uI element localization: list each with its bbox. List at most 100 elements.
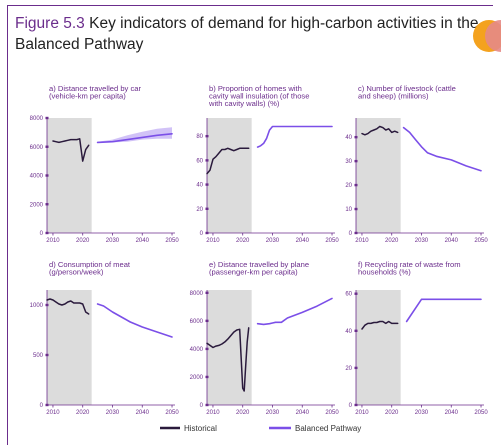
chart-panel-1: a) Distance travelled by car(vehicle-km …: [30, 84, 180, 244]
x-tick-label: 2040: [445, 238, 459, 244]
x-tick-label: 2010: [206, 238, 220, 244]
y-tick-label: 0: [200, 403, 204, 409]
logo-icon: [473, 20, 501, 52]
y-tick-mark: [45, 174, 49, 177]
series-line-balanced: [96, 303, 173, 338]
y-tick-label: 0: [349, 403, 353, 409]
x-tick-label: 2050: [165, 238, 179, 244]
historical-shading: [207, 118, 252, 233]
y-tick-label: 40: [196, 183, 203, 189]
y-tick-mark: [354, 183, 358, 187]
panel-title-line: (passenger-km per capita): [209, 268, 298, 277]
y-tick-label: 10: [345, 207, 352, 213]
y-tick-mark: [354, 366, 358, 370]
y-tick-label: 4000: [30, 174, 44, 180]
x-tick-label: 2030: [106, 410, 120, 416]
panel-title-line: e) Distance travelled by plane: [209, 260, 309, 269]
chart-panel-4: d) Consumption of meat(g/person/week) 0 50…: [30, 260, 180, 416]
series-line-balanced: [256, 125, 333, 148]
series-line-historical: [361, 125, 399, 136]
y-tick-mark: [354, 135, 358, 139]
y-tick-mark: [205, 291, 209, 295]
y-tick-label: 500: [33, 353, 44, 359]
y-tick-label: 0: [349, 231, 353, 237]
x-tick-label: 2050: [325, 238, 339, 244]
figure-number: Figure 5.3: [15, 15, 85, 32]
y-tick-mark: [205, 375, 209, 379]
x-tick-label: 2050: [474, 238, 488, 244]
y-tick-label: 6000: [30, 145, 44, 151]
x-tick-label: 2040: [136, 238, 150, 244]
x-tick-label: 2020: [236, 410, 250, 416]
y-tick-mark: [354, 159, 358, 163]
x-tick-label: 2040: [296, 410, 310, 416]
y-tick-label: 20: [345, 366, 352, 372]
y-tick-label: 2000: [190, 375, 204, 381]
panel-title-line: c) Number of livestock (cattle: [358, 84, 456, 93]
x-tick-label: 2020: [76, 410, 90, 416]
panel-title-line: b) Proportion of homes with: [209, 84, 302, 93]
y-tick-mark: [354, 329, 358, 333]
series-line-historical: [206, 327, 250, 392]
y-tick-mark: [45, 353, 49, 357]
y-tick-label: 1000: [30, 303, 44, 309]
x-tick-label: 2050: [325, 410, 339, 416]
x-tick-label: 2050: [165, 410, 179, 416]
chart-panel-5: e) Distance travelled by plane(passenger…: [190, 260, 340, 416]
x-tick-label: 2010: [355, 238, 369, 244]
y-tick-mark: [205, 134, 209, 138]
panel-title-line: (g/person/week): [49, 268, 104, 277]
panel-title-line: and sheep) (millions): [358, 92, 429, 101]
y-tick-mark: [354, 207, 358, 211]
y-tick-mark: [45, 231, 49, 235]
x-tick-label: 2030: [266, 238, 280, 244]
y-tick-mark: [205, 159, 209, 162]
historical-shading: [47, 118, 92, 233]
y-tick-label: 40: [345, 135, 352, 141]
y-tick-mark: [205, 231, 209, 235]
y-tick-label: 80: [196, 134, 203, 140]
y-tick-mark: [45, 403, 49, 407]
y-tick-label: 30: [345, 159, 352, 165]
legend-label-balanced: Balanced Pathway: [295, 424, 361, 433]
x-tick-label: 2030: [415, 410, 429, 416]
figure-title-text: Key indicators of demand for high-carbon…: [15, 15, 479, 53]
x-tick-label: 2010: [46, 238, 60, 244]
x-tick-label: 2050: [474, 410, 488, 416]
y-tick-mark: [205, 207, 209, 210]
y-tick-label: 20: [196, 207, 203, 213]
y-tick-mark: [45, 303, 49, 307]
x-tick-label: 2020: [236, 238, 250, 244]
y-tick-label: 60: [345, 292, 352, 298]
x-tick-label: 2020: [385, 238, 399, 244]
y-tick-label: 8000: [190, 291, 204, 297]
y-tick-label: 0: [40, 403, 44, 409]
series-line-balanced: [96, 133, 173, 144]
x-tick-label: 2010: [46, 410, 60, 416]
x-tick-label: 2020: [385, 410, 399, 416]
series-line-balanced: [405, 298, 482, 323]
historical-shading: [356, 118, 401, 233]
x-tick-label: 2010: [206, 410, 220, 416]
y-tick-mark: [354, 403, 358, 407]
y-tick-mark: [205, 183, 209, 186]
figure-title: Figure 5.3 Key indicators of demand for …: [15, 13, 485, 55]
panel-title-line: d) Consumption of meat: [49, 260, 131, 269]
y-tick-label: 8000: [30, 116, 44, 122]
y-tick-label: 0: [200, 231, 204, 237]
series-line-historical: [206, 147, 250, 175]
y-tick-mark: [45, 116, 49, 120]
panel-title-line: households (%): [358, 268, 411, 277]
panel-title-line: with cavity walls) (%): [208, 99, 280, 108]
x-tick-label: 2030: [266, 410, 280, 416]
y-tick-label: 4000: [190, 347, 204, 353]
legend: Historical Balanced Pathway: [160, 424, 361, 433]
figure-frame: [7, 5, 493, 445]
y-tick-mark: [205, 347, 209, 351]
y-tick-label: 60: [196, 158, 203, 164]
series-line-balanced: [256, 297, 333, 326]
y-tick-label: 40: [345, 329, 352, 335]
